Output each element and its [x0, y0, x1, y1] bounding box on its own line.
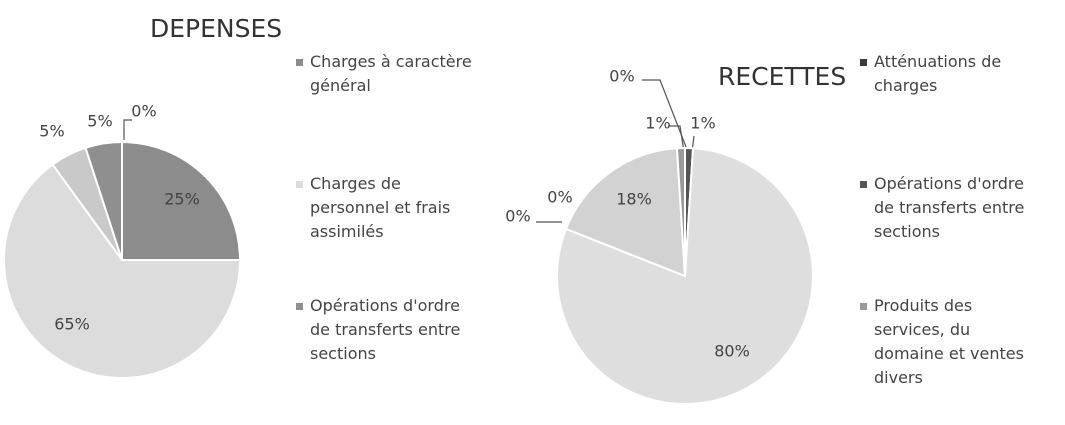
data-label: 0%	[547, 188, 572, 207]
legend-swatch	[860, 59, 867, 66]
leader-line	[642, 79, 689, 153]
pie-slice	[675, 146, 686, 277]
data-label: 0%	[505, 207, 530, 226]
legend-entry: Charges de personnel et frais assimilés	[310, 174, 451, 241]
chart-title: DEPENSES	[150, 14, 283, 43]
legend-swatch	[296, 59, 303, 66]
legend-entry: Atténuations de charges	[874, 52, 1002, 95]
data-label: 0%	[131, 102, 156, 121]
pie-slice	[121, 140, 242, 261]
leader-line	[123, 119, 132, 140]
data-label: 5%	[87, 112, 112, 131]
legend-swatch	[860, 181, 867, 188]
data-label: 25%	[164, 190, 200, 209]
pie-slice	[564, 147, 687, 278]
chart-title: RECETTES	[718, 62, 847, 91]
legend-entry: Charges à caractère général	[310, 52, 472, 95]
data-label: 0%	[609, 67, 634, 86]
legend-swatch	[860, 303, 867, 310]
legend-swatch	[296, 303, 303, 310]
leader-line	[668, 125, 685, 153]
legend-swatch	[296, 181, 303, 188]
data-label: 80%	[714, 342, 750, 361]
legend-entry: Produits des services, du domaine et ven…	[874, 296, 1024, 387]
data-label: 18%	[616, 190, 652, 209]
data-label: 1%	[645, 114, 670, 133]
data-label: 65%	[54, 315, 90, 334]
data-label: 5%	[39, 122, 64, 141]
legend-entry: Opérations d'ordre de transferts entre s…	[310, 296, 461, 363]
legend-entry: Opérations d'ordre de transferts entre s…	[874, 174, 1025, 241]
data-label: 1%	[690, 114, 715, 133]
pie-slice	[3, 163, 242, 379]
